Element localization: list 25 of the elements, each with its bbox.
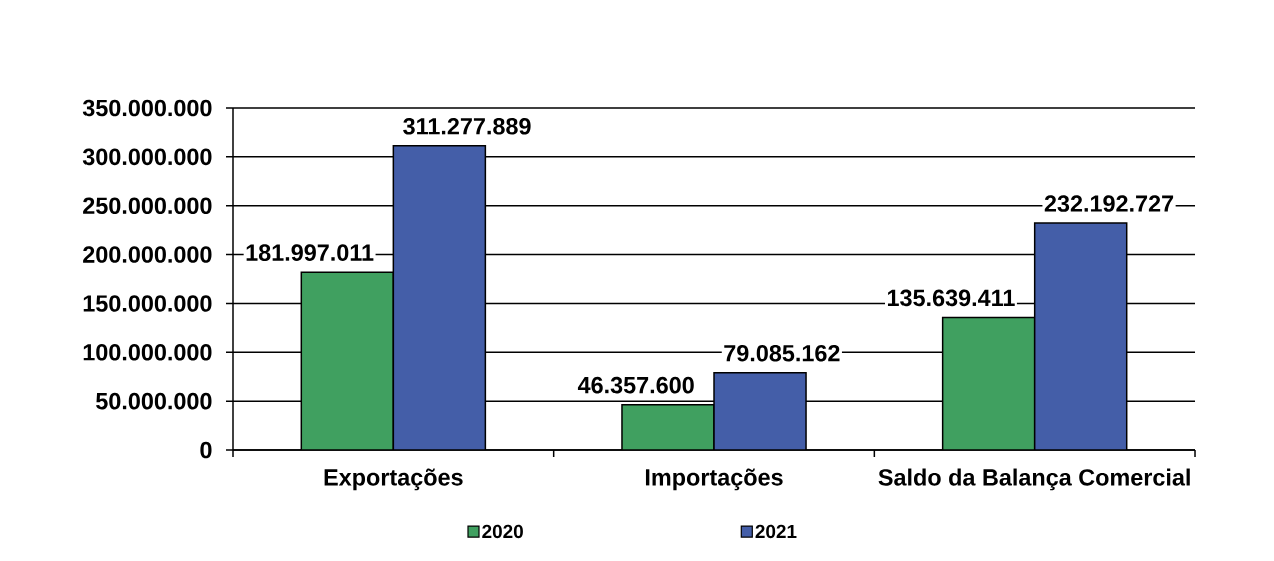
y-tick-label: 100.000.000 (83, 344, 212, 361)
y-tick-label: 300.000.000 (82, 148, 212, 166)
y-tick-label: 250.000.000 (83, 197, 212, 215)
legend-label: 2020 (482, 524, 523, 539)
y-tick-label: 350.000.000 (82, 99, 212, 117)
y-tick-label: 0 (200, 441, 212, 459)
bar (1033, 222, 1128, 450)
y-tick-label: 50.000.000 (96, 392, 212, 410)
data-label: 135.639.411 (887, 289, 1015, 307)
bar (621, 403, 715, 450)
data-label: 311.277.889 (403, 117, 531, 135)
data-label: 232.192.727 (1044, 195, 1174, 212)
x-tick-label: Importações (645, 468, 783, 491)
bar (300, 271, 395, 450)
bar (392, 145, 487, 450)
y-tick-label: 150.000.000 (83, 295, 212, 312)
bar (713, 371, 807, 450)
bar (941, 316, 1036, 450)
data-label: 46.357.600 (577, 376, 694, 394)
legend-label: 2021 (755, 524, 797, 539)
y-tick-label: 200.000.000 (83, 246, 212, 263)
data-label: 79.085.162 (724, 344, 840, 362)
x-tick-label: Saldo da Balança Comercial (878, 468, 1190, 491)
x-tick-label: Exportações (324, 468, 463, 491)
data-label: 181.997.011 (246, 244, 374, 261)
